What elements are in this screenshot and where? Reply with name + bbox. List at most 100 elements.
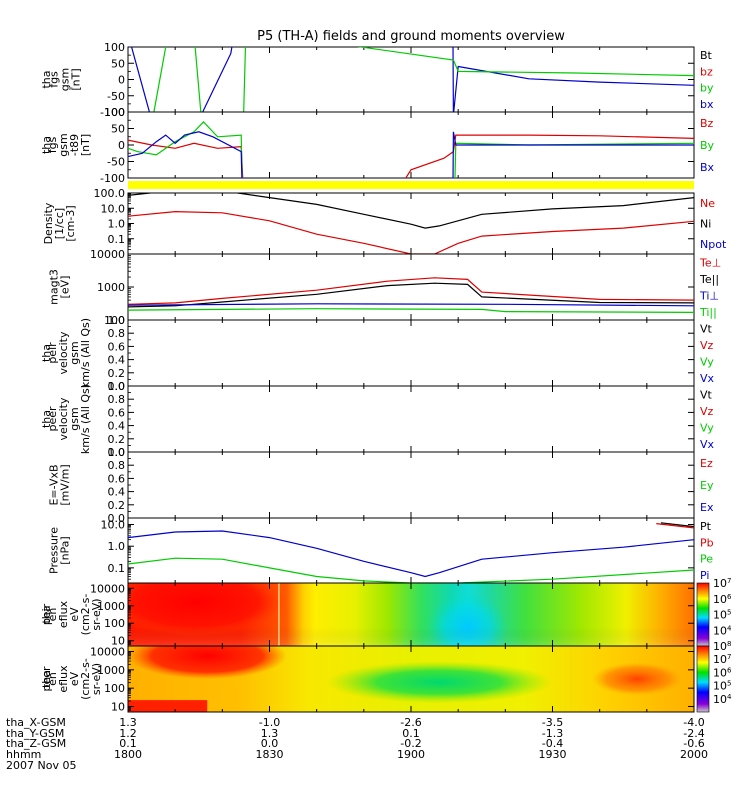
y-gsm-value: -1.3 [542, 727, 563, 740]
legend-label-Ez: Ez [700, 457, 713, 470]
z-gsm-value: -0.4 [542, 737, 563, 750]
y-axis-label: peer [40, 666, 53, 692]
panel-density: 100.0 10.0 1.0 0.1 Density[1/cc][cm-3] Ne Ni Np… [42, 187, 727, 255]
panel-temperature: 10000 1000 100 magt3[eV] Te⊥ Te|| Ti⊥ Ti|| [48, 248, 722, 327]
y-tick-label: -100 [100, 172, 125, 185]
row-label-y-gsm: tha_Y-GSM [6, 727, 64, 740]
y-tick-label: 1.0 [108, 380, 126, 393]
y-tick-label: 0.2 [108, 367, 126, 380]
legend-label-Npot: Npot [700, 238, 727, 251]
y-tick-label: 100 [104, 314, 125, 327]
legend-label-Pt: Pt [700, 520, 712, 533]
colorbar-label: 108 [713, 640, 731, 653]
legend-label-Ey: Ey [700, 479, 714, 492]
y-tick-label: 0.1 [108, 233, 126, 246]
y-axis-label: peer [46, 406, 59, 432]
row-label-x-gsm: tha_X-GSM [6, 716, 66, 729]
y-tick-label: 1.0 [108, 218, 126, 231]
y-axis-label: [1/cc] [53, 208, 66, 239]
y-tick-label: 0.4 [108, 354, 126, 367]
y-axis-label: sr-eV) [90, 598, 103, 630]
y-tick-label: 0.4 [108, 486, 126, 499]
panel-frame [127, 319, 695, 387]
legend-label-Vt: Vt [700, 322, 713, 335]
y-axis-label: [nT] [79, 134, 92, 156]
y-tick-label: 10000 [90, 582, 125, 595]
legend-label-Vz: Vz [700, 405, 714, 418]
legend-label-Vz: Vz [700, 339, 714, 352]
y-tick-label: -50 [107, 156, 125, 169]
legend-label-Vy: Vy [700, 355, 714, 368]
y-axis-label: [nT] [70, 68, 83, 90]
y-tick-label: 10.0 [101, 202, 126, 215]
y-tick-label: 10.0 [101, 519, 126, 532]
legend-label-Ni: Ni [700, 218, 711, 231]
colorbar-label-exponent: 4 [727, 624, 732, 632]
y-tick-label: 0.0 [108, 512, 126, 525]
legend-label-Bx: Bx [700, 161, 715, 174]
y-tick-label: 1000 [97, 664, 125, 677]
panel-peir_spec: 10000 1000 100 10 thapeirenefluxeV(cm2-s-sr-… [40, 577, 732, 648]
series-Bz [128, 134, 694, 178]
quality-flag-bar [128, 181, 694, 189]
y-tick-label: 0 [118, 139, 125, 152]
y-axis-label: tha [40, 344, 53, 362]
panel-vel_peer: 1.00.80.60.40.20.0thapeervelocitygsmkm/s… [40, 380, 715, 459]
y-axis-label: E=-VxB [48, 464, 61, 505]
y-axis-label: Density [42, 202, 55, 244]
legend-label-By: By [700, 139, 715, 152]
y-axis-label: en [46, 672, 59, 686]
series-Ni [128, 193, 694, 229]
panel-peer_spec: 10000 1000 100 10 thapeerenefluxeV(cm2-s-sr-… [40, 640, 732, 713]
y-axis-label: velocity [57, 331, 70, 374]
y-tick-label: 0.2 [108, 433, 126, 446]
legend-label-Te||: Te|| [699, 273, 719, 286]
x-gsm-value: -3.5 [542, 716, 563, 729]
y-tick-label: 50 [111, 57, 125, 70]
y-tick-label: 0.8 [108, 327, 126, 340]
y-axis-label: tha [40, 136, 53, 154]
x-gsm-value: -1.0 [259, 716, 280, 729]
colorbar-label-exponent: 5 [727, 609, 731, 617]
spectrogram-peak-green [326, 661, 553, 704]
legend-label-Pi: Pi [700, 569, 709, 582]
y-axis-label: eflux [57, 600, 70, 628]
series-bx [130, 47, 694, 112]
y-axis-label: [eV] [59, 276, 72, 299]
y-tick-label: -50 [107, 90, 125, 103]
series-Pb [656, 523, 694, 529]
x-gsm-value: 1.3 [119, 716, 137, 729]
y-axis-label: sr-eV) [90, 663, 103, 695]
panel-frame [127, 451, 695, 519]
series-Ne [128, 210, 694, 254]
y-axis-label: eflux [57, 665, 70, 693]
series-Pt [660, 522, 694, 528]
y-tick-label: 0.6 [108, 340, 126, 353]
colorbar-label: 105 [713, 609, 731, 622]
hhmm-value: 1930 [539, 748, 567, 761]
hhmm-value: 1900 [397, 748, 425, 761]
y-axis-label: (cm2-s- [79, 594, 92, 636]
y-axis-label: magt3 [48, 269, 61, 305]
y-tick-label: 50 [111, 123, 125, 136]
y-tick-label: 100 [104, 41, 125, 54]
colorbar-label: 107 [713, 577, 731, 590]
series-Bx [128, 131, 694, 178]
hhmm-value: 1800 [114, 748, 142, 761]
y-tick-label: 0.1 [108, 562, 126, 575]
y-axis-label: eV [68, 607, 81, 622]
row-label-date: 2007 Nov 05 [6, 759, 76, 772]
legend-label-by: by [700, 82, 714, 95]
y-gsm-value: 0.1 [402, 727, 420, 740]
y-tick-label: 100 [104, 617, 125, 630]
colorbar [696, 645, 710, 713]
colorbar-label: 106 [713, 593, 732, 606]
series-Pe [128, 557, 694, 583]
legend-label-bx: bx [700, 98, 714, 111]
y-tick-label: 10000 [90, 646, 125, 659]
